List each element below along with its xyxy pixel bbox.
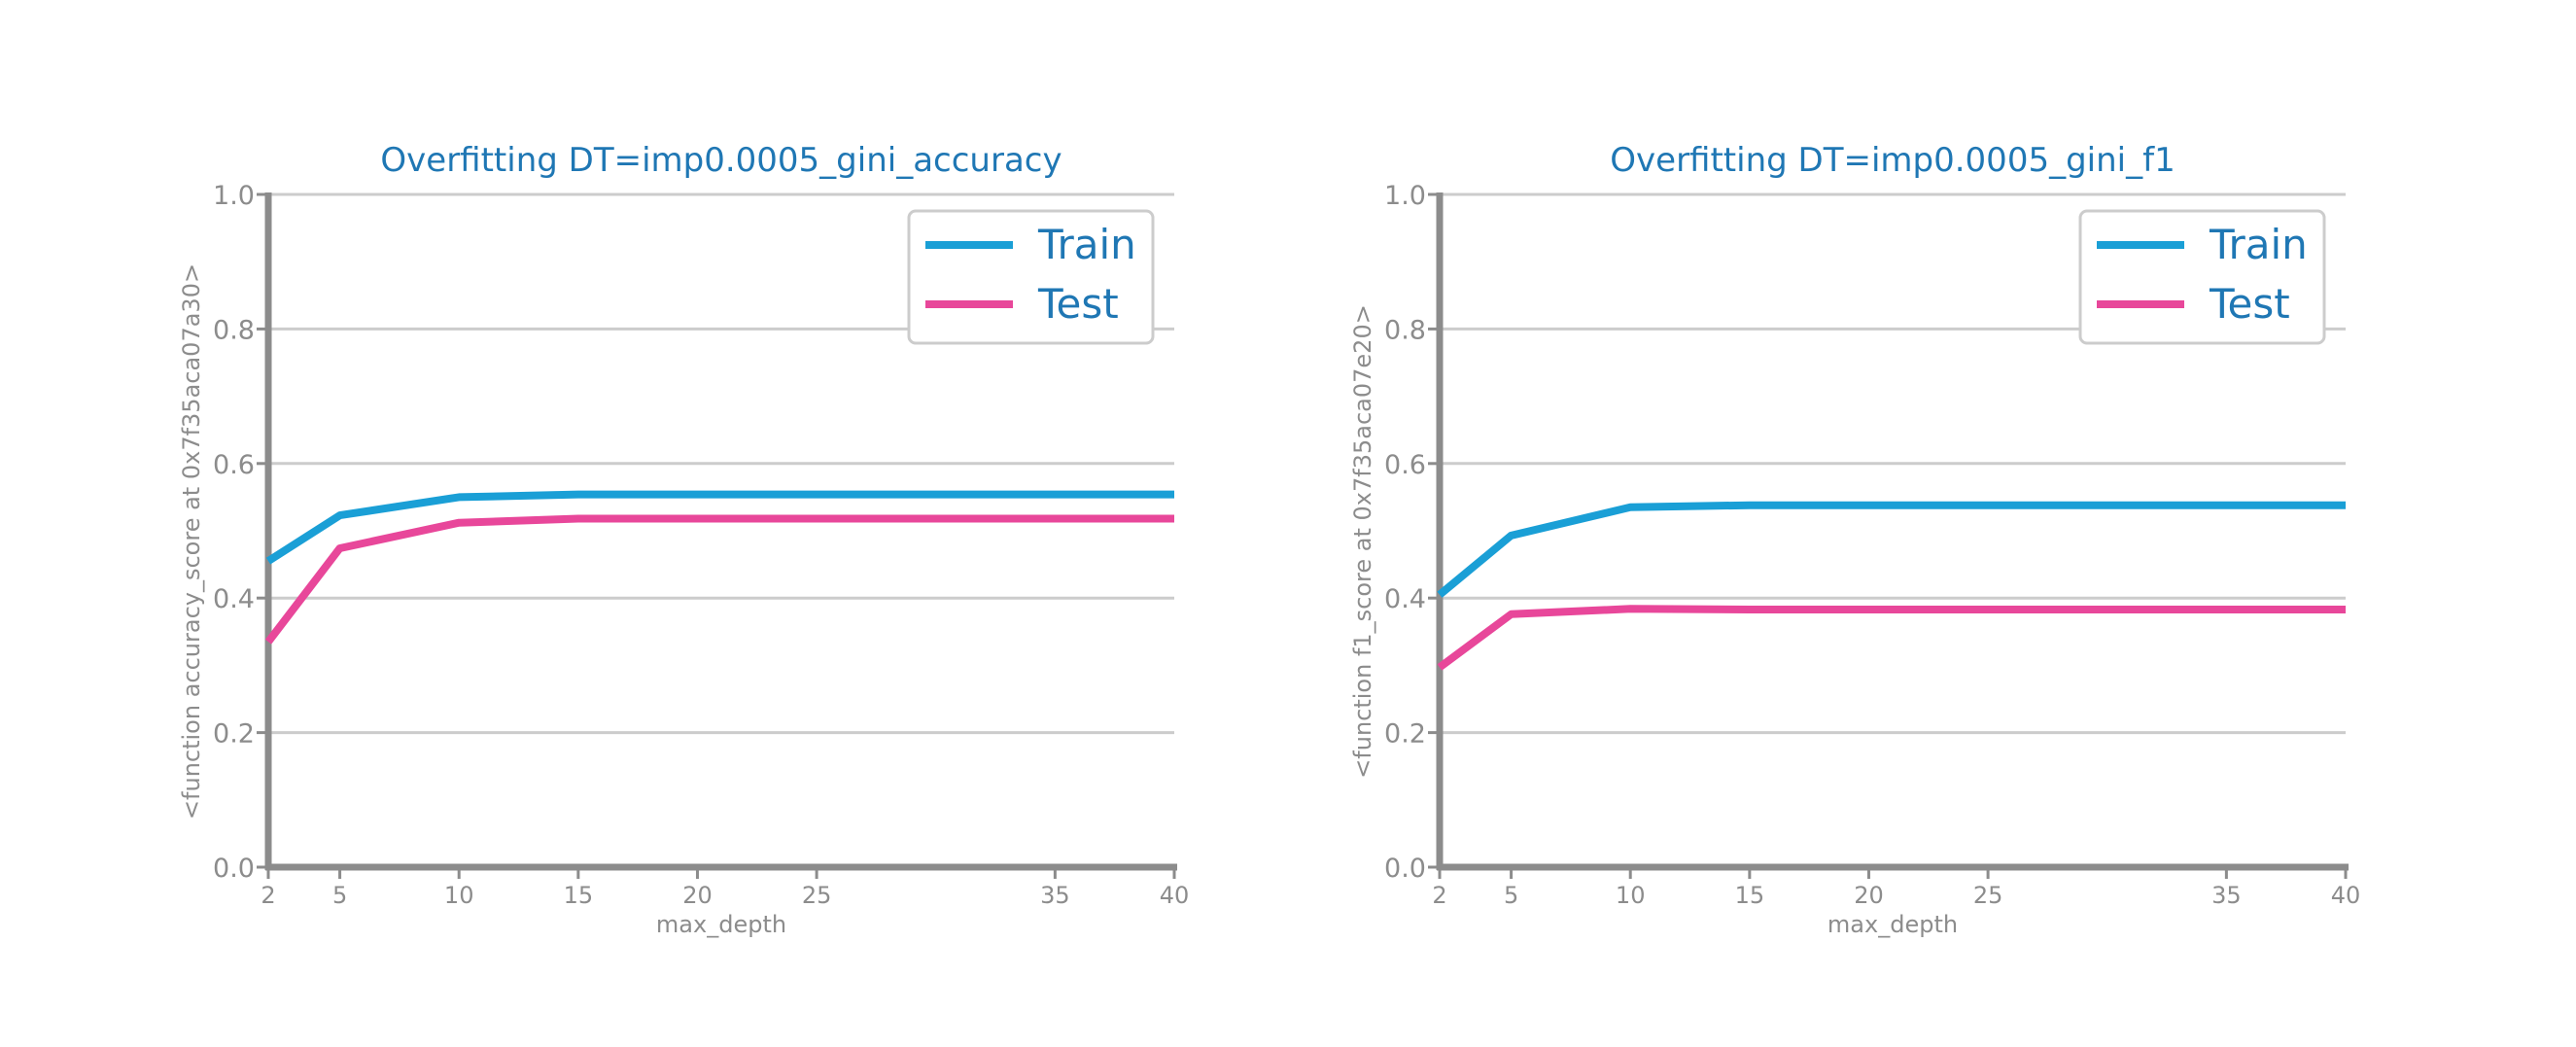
y-tick-label: 0.8 <box>1384 315 1426 345</box>
x-tick-label: 10 <box>444 882 474 909</box>
series-line-train <box>265 490 1174 565</box>
x-axis-label: max_depth <box>1828 911 1958 938</box>
x-tick-label: 15 <box>1735 882 1765 909</box>
x-tick-label: 20 <box>1854 882 1884 909</box>
series-line-test <box>264 514 1174 645</box>
chart-panel-2: 0.00.20.40.60.81.02 5 10 15 20 25 35 40max_dept… <box>1349 141 2360 938</box>
x-tick-label: 2 <box>1432 882 1446 909</box>
y-tick-label: 0.8 <box>213 315 255 345</box>
y-tick-label: 1.0 <box>213 181 255 211</box>
x-tick-label: 2 <box>261 882 275 909</box>
x-tick-label: 35 <box>2211 882 2242 909</box>
y-tick-label: 0.4 <box>213 584 255 614</box>
x-tick-label: 40 <box>1160 882 1190 909</box>
x-tick-label: 15 <box>564 882 594 909</box>
y-tick-label: 1.0 <box>1384 181 1426 211</box>
y-tick-label: 0.0 <box>1384 854 1426 884</box>
y-axis-label: <function f1_score at 0x7f35aca07e20> <box>1349 304 1376 779</box>
y-tick-label: 0.4 <box>1384 584 1426 614</box>
chart-title: Overfitting DT=imp0.0005_gini_f1 <box>1610 141 2175 180</box>
x-tick-label: 25 <box>802 882 832 909</box>
legend-label-test: Test <box>2209 280 2290 328</box>
x-tick-label: 10 <box>1616 882 1646 909</box>
x-tick-label: 20 <box>682 882 713 909</box>
x-tick-label: 40 <box>2331 882 2361 909</box>
x-tick-label: 25 <box>1973 882 2003 909</box>
legend-label-train: Train <box>1037 221 1136 268</box>
chart-panel-1: 0.00.20.40.60.81.02 5 10 15 20 25 35 40max_dept… <box>178 141 1189 938</box>
series-line-train <box>1437 501 2346 598</box>
y-tick-label: 0.0 <box>213 854 255 884</box>
series-line-test <box>1437 605 2346 671</box>
x-tick-label: 35 <box>1040 882 1070 909</box>
x-tick-label: 5 <box>1504 882 1518 909</box>
legend-label-train: Train <box>2209 221 2308 268</box>
y-axis-label: <function accuracy_score at 0x7f35aca07a… <box>178 263 205 820</box>
x-tick-label: 5 <box>332 882 347 909</box>
y-tick-label: 0.2 <box>1384 719 1426 750</box>
y-tick-label: 0.6 <box>1384 450 1426 480</box>
y-tick-label: 0.6 <box>213 450 255 480</box>
legend: Train Test <box>2078 209 2326 345</box>
x-axis-label: max_depth <box>656 911 786 938</box>
legend: Train Test <box>907 209 1155 345</box>
y-tick-label: 0.2 <box>213 719 255 750</box>
legend-label-test: Test <box>1037 280 1119 328</box>
chart-title: Overfitting DT=imp0.0005_gini_accuracy <box>380 141 1062 180</box>
